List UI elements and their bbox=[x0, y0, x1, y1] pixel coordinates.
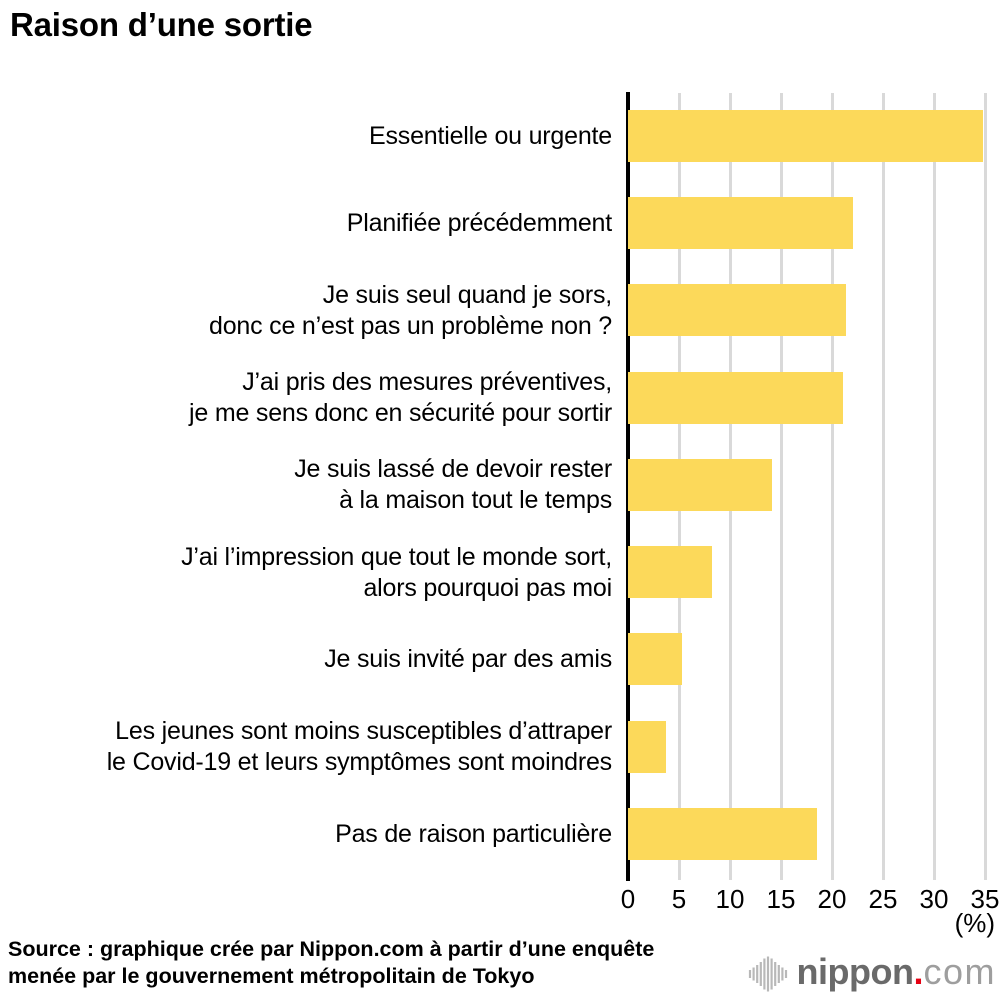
bar-row bbox=[628, 267, 1000, 354]
category-label-3: Je suis seul quand je sors, donc ce n’est… bbox=[209, 281, 612, 341]
bar-3 bbox=[628, 284, 847, 337]
x-axis-unit-label: (%) bbox=[954, 908, 995, 938]
x-tick-35: 35 bbox=[970, 884, 1000, 914]
gridline-25 bbox=[881, 93, 885, 880]
x-tick-30: 30 bbox=[919, 884, 949, 914]
x-tick-25: 25 bbox=[868, 884, 898, 914]
nippon-logo: nippon.com bbox=[748, 952, 996, 992]
category-label-2: Planifiée précédemment bbox=[346, 209, 612, 238]
bar-rows bbox=[628, 93, 1000, 878]
category-label-8: Les jeunes sont moins susceptibles d’att… bbox=[106, 717, 613, 777]
gridline-30 bbox=[932, 93, 936, 880]
gridline-35 bbox=[983, 93, 987, 880]
logo-word-com: com bbox=[923, 951, 996, 992]
bar-2 bbox=[628, 197, 854, 250]
gridline-20 bbox=[830, 93, 834, 880]
bar-8 bbox=[628, 720, 666, 773]
bar-row bbox=[628, 93, 1000, 180]
bar-row bbox=[628, 355, 1000, 442]
bar-row bbox=[628, 529, 1000, 616]
bar-row bbox=[628, 180, 1000, 267]
bar-6 bbox=[628, 546, 712, 599]
bar-4 bbox=[628, 371, 844, 424]
x-tick-15: 15 bbox=[766, 884, 796, 914]
x-tick-5: 5 bbox=[671, 884, 687, 914]
source-note: Source : graphique crée par Nippon.com à… bbox=[8, 936, 654, 990]
bar-1 bbox=[628, 110, 983, 162]
bar-row bbox=[628, 791, 1000, 878]
logo-word-nippon: nippon bbox=[796, 951, 914, 992]
logo-red-dot: . bbox=[913, 951, 924, 992]
bar-9 bbox=[628, 807, 817, 860]
sound-wave-bars-icon bbox=[748, 956, 787, 992]
category-labels: Essentielle ou urgente Planifiée précédem… bbox=[0, 93, 613, 878]
x-axis-tick-labels: 0 5 10 15 20 25 30 35 bbox=[621, 884, 1000, 914]
bar-5 bbox=[628, 458, 772, 511]
bar-7 bbox=[628, 633, 683, 686]
gridline-15 bbox=[779, 93, 783, 880]
chart-title: Raison d’une sortie bbox=[10, 6, 313, 43]
nippon-logo-text: nippon.com bbox=[797, 954, 996, 990]
x-tick-20: 20 bbox=[817, 884, 847, 914]
category-label-1: Essentielle ou urgente bbox=[369, 122, 612, 151]
bar-row bbox=[628, 704, 1000, 791]
source-line-2: menée par le gouvernement métropolitain … bbox=[8, 964, 535, 988]
x-tick-10: 10 bbox=[715, 884, 745, 914]
category-label-4: J’ai pris des mesures préventives, je me … bbox=[189, 368, 612, 428]
x-tick-0: 0 bbox=[620, 884, 636, 914]
category-label-7: Je suis invité par des amis bbox=[324, 645, 612, 674]
bar-row bbox=[628, 616, 1000, 703]
category-label-6: J’ai l’impression que tout le monde sort… bbox=[181, 542, 612, 602]
bar-row bbox=[628, 442, 1000, 529]
category-label-9: Pas de raison particulière bbox=[335, 819, 612, 848]
plot-area bbox=[626, 92, 1000, 881]
source-line-1: Source : graphique crée par Nippon.com à… bbox=[8, 937, 655, 961]
category-label-5: Je suis lassé de devoir rester à la maiso… bbox=[294, 455, 612, 515]
